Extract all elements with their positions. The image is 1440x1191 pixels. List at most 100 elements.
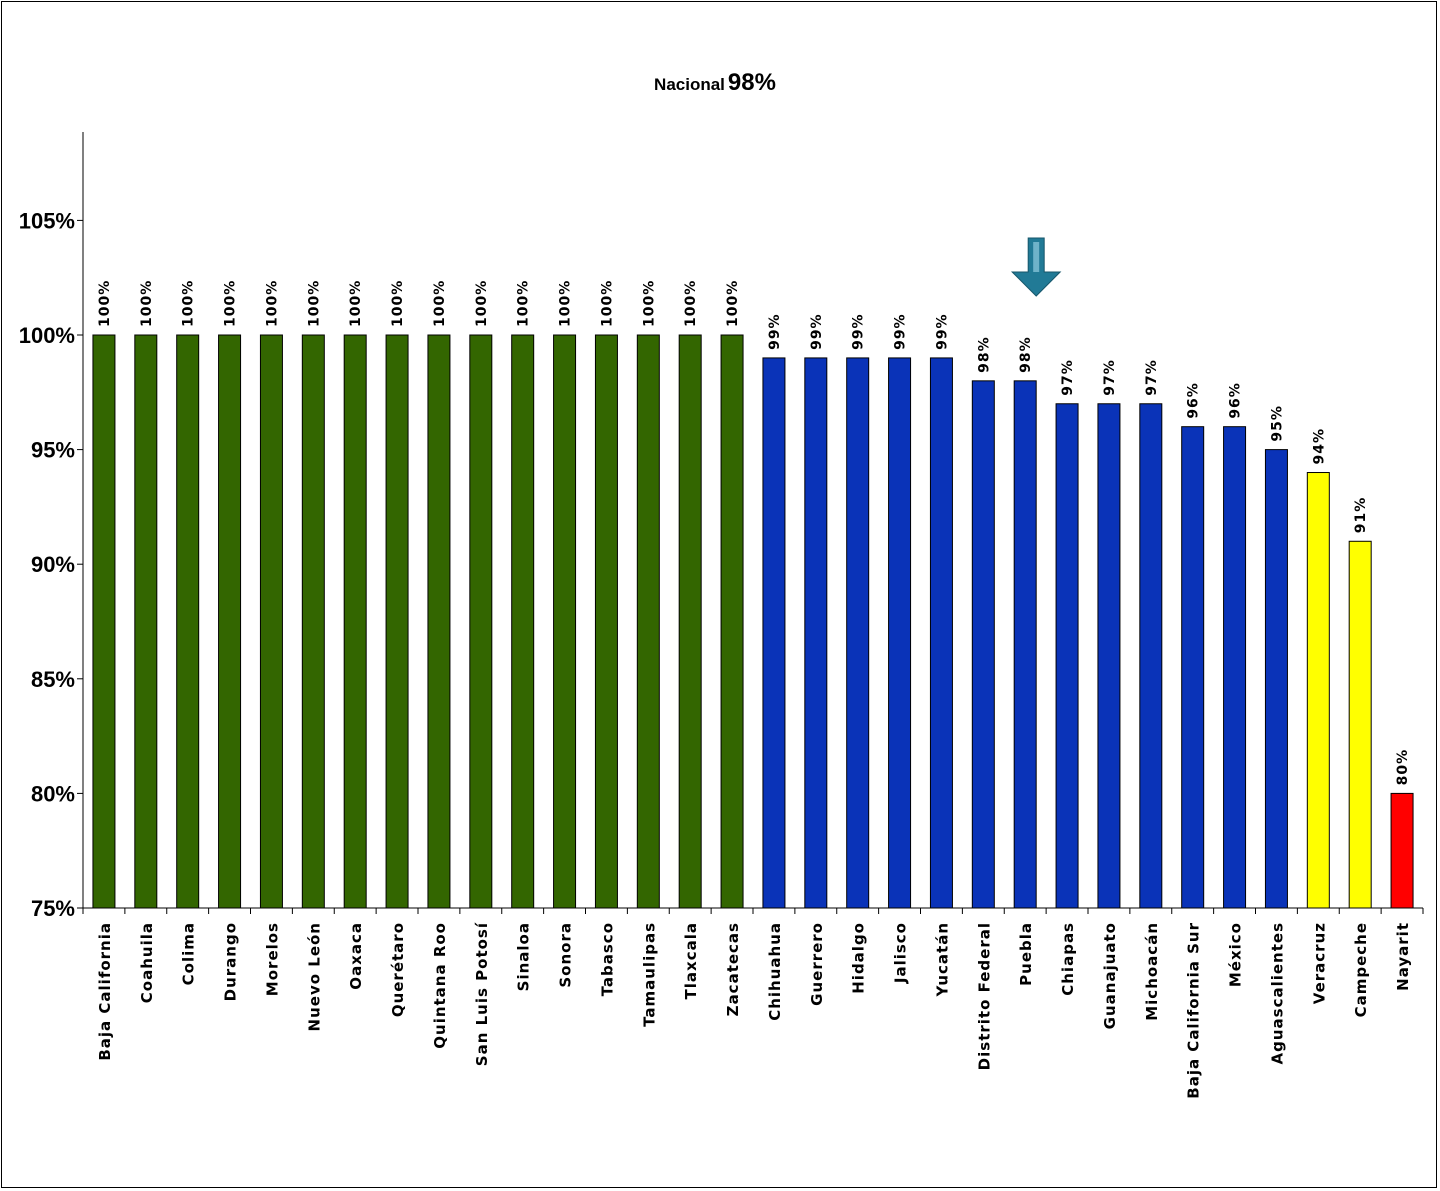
- data-label: 100%: [725, 280, 741, 327]
- bar: [762, 357, 786, 909]
- bar: [469, 334, 493, 909]
- y-tick-label: 85%: [31, 667, 75, 692]
- bar: [1139, 403, 1163, 909]
- y-tick-label: 100%: [19, 323, 75, 348]
- data-label: 100%: [432, 280, 448, 327]
- bar: [1390, 792, 1414, 909]
- x-tick-label: Baja California Sur: [1185, 922, 1203, 1099]
- x-tick-label: Durango: [222, 922, 240, 1001]
- data-label: 100%: [306, 280, 322, 327]
- bar: [1306, 472, 1330, 909]
- x-tick-label: Veracruz: [1310, 922, 1328, 1004]
- y-tick-label: 95%: [31, 438, 75, 463]
- x-tick-label: San Luis Potosí: [473, 922, 491, 1066]
- bar: [259, 334, 283, 909]
- x-tick-label: Guanajuato: [1101, 922, 1119, 1029]
- x-tick-label: Nayarit: [1394, 922, 1412, 991]
- data-label: 96%: [1228, 382, 1244, 419]
- x-tick-label: Querétaro: [389, 922, 407, 1017]
- data-label: 100%: [558, 280, 574, 327]
- bar: [929, 357, 953, 909]
- data-label: 100%: [97, 280, 113, 327]
- data-label: 100%: [683, 280, 699, 327]
- bar: [678, 334, 702, 909]
- bar: [1348, 540, 1372, 909]
- bar: [971, 380, 995, 909]
- bar: [720, 334, 744, 909]
- bar: [1013, 380, 1037, 909]
- x-tick-label: Michoacán: [1143, 922, 1161, 1021]
- x-tick-label: Aguascalientes: [1268, 922, 1286, 1065]
- data-label: 100%: [599, 280, 615, 327]
- bar: [888, 357, 912, 909]
- data-label: 100%: [474, 280, 490, 327]
- bar: [176, 334, 200, 909]
- chart-title-prefix: Nacional: [654, 75, 725, 94]
- x-tick-label: Puebla: [1017, 922, 1035, 986]
- y-tick-label: 75%: [31, 896, 75, 921]
- bar: [218, 334, 242, 909]
- x-tick-label: Zacatecas: [724, 922, 742, 1016]
- y-tick-label: 90%: [31, 552, 75, 577]
- x-tick-label: Baja California: [96, 922, 114, 1061]
- data-label: 91%: [1353, 497, 1369, 534]
- x-tick-label: Guerrero: [808, 922, 826, 1006]
- chart-title: Nacional 98%: [654, 69, 776, 96]
- bar: [134, 334, 158, 909]
- bar: [1055, 403, 1079, 909]
- data-label: 94%: [1311, 428, 1327, 465]
- bar: [1264, 449, 1288, 909]
- data-label: 98%: [1018, 336, 1034, 373]
- x-tick-label: Hidalgo: [850, 922, 868, 994]
- data-label: 100%: [641, 280, 657, 327]
- y-tick-label: 105%: [19, 208, 75, 233]
- x-tick-label: Tamaulipas: [640, 922, 658, 1027]
- data-label: 99%: [851, 313, 867, 350]
- x-tick-label: Distrito Federal: [975, 922, 993, 1070]
- x-tick-label: Jalisco: [892, 922, 910, 984]
- bar: [511, 334, 535, 909]
- bar: [1181, 426, 1205, 909]
- data-label: 96%: [1186, 382, 1202, 419]
- x-tick-label: Chihuahua: [766, 922, 784, 1021]
- bar: [1223, 426, 1247, 909]
- chart-title-value: 98%: [728, 69, 776, 96]
- data-label: 100%: [139, 280, 155, 327]
- x-tick-label: Tlaxcala: [682, 922, 700, 999]
- down-arrow-highlight: [1033, 242, 1040, 272]
- x-tick-label: Sinaloa: [515, 922, 533, 991]
- data-label: 98%: [976, 336, 992, 373]
- x-tick-label: Oaxaca: [347, 922, 365, 990]
- bar: [846, 357, 870, 909]
- bar: [385, 334, 409, 909]
- data-label: 100%: [181, 280, 197, 327]
- x-tick-label: Sonora: [557, 922, 575, 988]
- bar: [804, 357, 828, 909]
- x-tick-label: Nuevo León: [305, 922, 323, 1031]
- bar: [301, 334, 325, 909]
- data-label: 100%: [390, 280, 406, 327]
- data-label: 99%: [934, 313, 950, 350]
- data-label: 99%: [809, 313, 825, 350]
- x-tick-label: Tabasco: [598, 922, 616, 996]
- x-tick-label: Yucatán: [933, 922, 951, 997]
- data-label: 80%: [1395, 749, 1411, 786]
- x-tick-label: Coahuila: [138, 922, 156, 1003]
- x-tick-label: Colima: [180, 922, 198, 985]
- data-label: 100%: [264, 280, 280, 327]
- x-tick-label: Campeche: [1352, 922, 1370, 1017]
- x-tick-label: Chiapas: [1059, 922, 1077, 996]
- data-label: 95%: [1269, 405, 1285, 442]
- x-tick-label: Morelos: [263, 922, 281, 996]
- data-label: 97%: [1102, 359, 1118, 396]
- data-label: 99%: [893, 313, 909, 350]
- bar: [427, 334, 451, 909]
- data-label: 100%: [516, 280, 532, 327]
- bar: [343, 334, 367, 909]
- data-label: 97%: [1144, 359, 1160, 396]
- bar: [553, 334, 577, 909]
- data-label: 100%: [348, 280, 364, 327]
- bar: [594, 334, 618, 909]
